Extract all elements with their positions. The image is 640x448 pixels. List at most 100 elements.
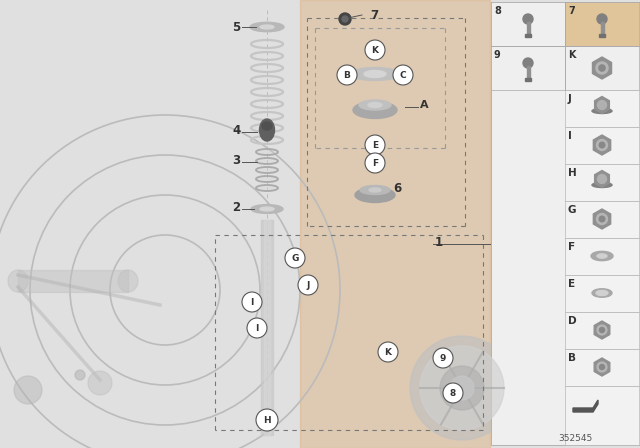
Text: 1: 1 bbox=[435, 236, 443, 249]
Circle shape bbox=[393, 65, 413, 85]
Circle shape bbox=[600, 365, 605, 370]
Text: E: E bbox=[372, 141, 378, 150]
Bar bbox=[565, 90, 639, 127]
Circle shape bbox=[598, 175, 607, 184]
Polygon shape bbox=[573, 400, 598, 412]
Bar bbox=[527, 22, 529, 36]
Circle shape bbox=[420, 346, 504, 430]
Ellipse shape bbox=[360, 185, 390, 194]
Ellipse shape bbox=[259, 119, 275, 141]
Ellipse shape bbox=[256, 176, 278, 182]
Bar bbox=[525, 34, 531, 36]
Polygon shape bbox=[595, 171, 609, 188]
Bar bbox=[565, 312, 639, 349]
Circle shape bbox=[256, 409, 278, 431]
Circle shape bbox=[523, 58, 533, 68]
Ellipse shape bbox=[262, 122, 272, 130]
Bar bbox=[491, 2, 640, 445]
Circle shape bbox=[75, 370, 85, 380]
Text: 9: 9 bbox=[440, 353, 446, 362]
Text: I: I bbox=[250, 297, 253, 306]
Circle shape bbox=[247, 318, 267, 338]
Text: 2: 2 bbox=[232, 201, 240, 214]
Circle shape bbox=[365, 153, 385, 173]
Text: 9: 9 bbox=[494, 50, 500, 60]
Text: E: E bbox=[568, 279, 575, 289]
Circle shape bbox=[440, 366, 484, 410]
Text: I: I bbox=[568, 131, 572, 141]
Polygon shape bbox=[593, 57, 612, 79]
Circle shape bbox=[598, 100, 607, 109]
Text: 7: 7 bbox=[568, 6, 575, 16]
Bar bbox=[565, 349, 639, 386]
Text: A: A bbox=[420, 100, 429, 110]
Text: C: C bbox=[400, 70, 406, 79]
Circle shape bbox=[596, 139, 607, 151]
Ellipse shape bbox=[118, 270, 138, 292]
Text: G: G bbox=[568, 205, 577, 215]
Text: 3: 3 bbox=[232, 154, 240, 167]
Text: F: F bbox=[372, 159, 378, 168]
Circle shape bbox=[242, 292, 262, 312]
Polygon shape bbox=[594, 321, 610, 339]
Bar bbox=[565, 275, 639, 312]
Bar bbox=[599, 34, 605, 36]
Ellipse shape bbox=[355, 188, 395, 202]
Bar bbox=[565, 127, 639, 164]
Ellipse shape bbox=[597, 254, 607, 258]
Circle shape bbox=[342, 16, 348, 22]
Circle shape bbox=[365, 40, 385, 60]
Circle shape bbox=[365, 135, 385, 155]
Circle shape bbox=[337, 65, 357, 85]
Text: H: H bbox=[263, 415, 271, 425]
Text: 352545: 352545 bbox=[558, 434, 592, 443]
Bar bbox=[264, 220, 270, 435]
Bar bbox=[565, 46, 639, 90]
Ellipse shape bbox=[592, 289, 612, 297]
Ellipse shape bbox=[369, 188, 381, 192]
Bar bbox=[565, 201, 639, 238]
Ellipse shape bbox=[368, 103, 382, 108]
Circle shape bbox=[599, 65, 605, 71]
Circle shape bbox=[450, 376, 474, 400]
Ellipse shape bbox=[8, 270, 28, 292]
Text: H: H bbox=[568, 168, 577, 178]
Ellipse shape bbox=[256, 158, 278, 164]
Text: 5: 5 bbox=[232, 21, 240, 34]
Ellipse shape bbox=[353, 102, 397, 119]
Text: K: K bbox=[371, 46, 378, 55]
Circle shape bbox=[597, 325, 607, 335]
Bar bbox=[600, 22, 604, 36]
Bar bbox=[18, 270, 128, 292]
Ellipse shape bbox=[364, 70, 386, 78]
Circle shape bbox=[410, 336, 514, 440]
Text: J: J bbox=[568, 94, 572, 104]
Circle shape bbox=[298, 275, 318, 295]
Circle shape bbox=[597, 362, 607, 372]
Polygon shape bbox=[593, 209, 611, 229]
Ellipse shape bbox=[350, 68, 400, 81]
Circle shape bbox=[597, 14, 607, 24]
Text: 7: 7 bbox=[370, 9, 378, 22]
Ellipse shape bbox=[359, 100, 391, 110]
Ellipse shape bbox=[591, 251, 613, 261]
Circle shape bbox=[443, 383, 463, 403]
Bar bbox=[491, 46, 565, 90]
Circle shape bbox=[88, 371, 112, 395]
Ellipse shape bbox=[592, 108, 612, 113]
Text: B: B bbox=[344, 70, 351, 79]
Ellipse shape bbox=[256, 185, 278, 191]
Text: I: I bbox=[255, 323, 259, 332]
Bar bbox=[565, 386, 639, 445]
Text: J: J bbox=[307, 280, 310, 289]
Polygon shape bbox=[595, 96, 609, 113]
Ellipse shape bbox=[592, 182, 612, 188]
Ellipse shape bbox=[250, 22, 284, 32]
Circle shape bbox=[523, 14, 533, 24]
Ellipse shape bbox=[596, 290, 608, 296]
Polygon shape bbox=[593, 135, 611, 155]
Bar bbox=[565, 2, 639, 46]
Text: K: K bbox=[568, 50, 575, 60]
Circle shape bbox=[378, 342, 398, 362]
Text: B: B bbox=[568, 353, 576, 363]
